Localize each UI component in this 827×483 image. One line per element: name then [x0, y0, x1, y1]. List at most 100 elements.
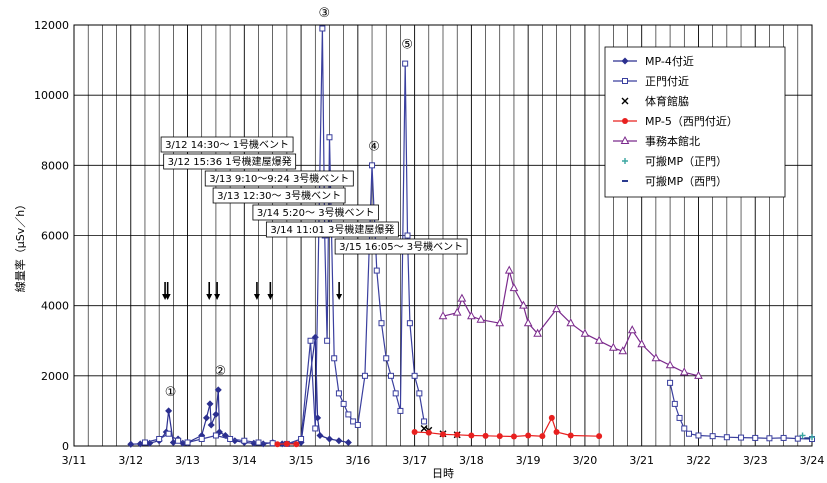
plot-area-border — [73, 24, 813, 447]
data-point — [679, 367, 689, 376]
y-tick-label: 8000 — [41, 159, 69, 172]
data-point — [695, 432, 702, 439]
annotation-text: 3/14 5:20～ 3号機ベント — [257, 206, 375, 219]
data-point — [378, 320, 385, 327]
data-point — [799, 432, 806, 439]
data-point — [523, 318, 533, 327]
data-point — [552, 304, 561, 313]
legend-marker — [622, 118, 628, 124]
data-point — [165, 407, 173, 415]
data-point — [452, 307, 462, 316]
y-tick-label: 10000 — [34, 89, 69, 102]
data-point — [383, 355, 390, 362]
data-point — [212, 432, 219, 439]
data-point — [212, 410, 220, 418]
data-point — [533, 328, 542, 337]
numbered-marker-label: ① — [165, 385, 177, 400]
data-point — [156, 435, 163, 442]
data-point — [312, 425, 319, 432]
annotation-box: 3/14 11:01 3号機建屋爆発 — [265, 221, 399, 238]
x-tick-label: 3/19 — [516, 454, 541, 467]
data-point — [686, 430, 692, 437]
legend-label: MP-5（西門付近） — [645, 115, 738, 128]
y-tick-label: 0 — [62, 440, 69, 453]
numbered-marker-label: ③ — [319, 6, 331, 21]
y-tick-labels: 0 2000 4000 6000 8000 10000 12000 — [34, 19, 69, 453]
data-point — [411, 428, 418, 435]
data-point — [283, 440, 290, 447]
data-point — [127, 440, 135, 448]
data-point — [354, 421, 361, 428]
data-point — [298, 435, 305, 442]
data-series — [127, 25, 815, 448]
data-point — [361, 372, 368, 379]
series-5 — [799, 432, 815, 441]
annotation-text: 3/15 16:05～ 3号機ベント — [339, 240, 463, 253]
x-tick-label: 3/17 — [402, 454, 427, 467]
data-point — [667, 379, 674, 386]
annotation-box: 3/12 14:30～ 1号機ベント — [160, 136, 294, 153]
event-arrow-head — [267, 294, 274, 300]
x-tick-label: 3/16 — [345, 454, 370, 467]
legend-entry: 事務本館北 — [613, 134, 700, 148]
data-point — [416, 390, 423, 397]
event-arrow-head — [206, 294, 213, 300]
legend-entry: 体育館脇 — [621, 94, 689, 108]
data-point — [809, 434, 815, 441]
annotation-frame — [265, 221, 399, 238]
data-point — [596, 433, 603, 440]
annotation-frame — [160, 136, 294, 153]
data-point — [340, 400, 347, 407]
data-point — [350, 418, 357, 425]
y-tick-label: 4000 — [41, 300, 69, 313]
data-point — [206, 400, 214, 408]
numbered-marker-label: ④ — [368, 139, 380, 154]
data-point — [406, 320, 413, 327]
data-point — [681, 425, 688, 432]
annotation-box: 3/13 12:30～ 3号機ベント — [212, 187, 346, 204]
data-point — [476, 314, 486, 323]
legend-marker — [622, 78, 628, 84]
data-point — [651, 353, 661, 362]
data-point — [454, 431, 461, 438]
annotation-text: 3/14 11:01 3号機建屋爆発 — [270, 223, 394, 236]
y-tick-label: 6000 — [41, 230, 69, 243]
data-point — [241, 437, 248, 444]
data-point — [141, 439, 148, 446]
data-point — [420, 424, 428, 432]
annotation-frame — [204, 170, 354, 187]
data-point — [335, 437, 343, 445]
data-point — [694, 370, 703, 379]
data-point — [780, 434, 787, 441]
data-point — [665, 360, 675, 369]
series-3 — [274, 414, 603, 448]
legend-marker — [621, 97, 629, 105]
data-point — [326, 134, 333, 141]
data-point — [269, 440, 276, 447]
data-point — [618, 346, 628, 355]
y-tick-label: 12000 — [34, 19, 69, 32]
data-point — [566, 318, 576, 327]
data-point — [519, 300, 528, 309]
data-point — [421, 418, 428, 425]
x-tick-label: 3/23 — [743, 454, 768, 467]
legend-entry: 正門付近 — [613, 75, 689, 88]
data-point — [198, 435, 205, 442]
data-point — [510, 433, 517, 440]
data-point — [335, 390, 342, 397]
x-tick-label: 3/20 — [573, 454, 598, 467]
series-4 — [438, 265, 703, 379]
annotation-text: 3/13 9:10～9:24 3号機ベント — [209, 172, 349, 185]
data-point — [373, 267, 380, 274]
data-point — [467, 311, 476, 320]
x-tick-label: 3/13 — [175, 454, 200, 467]
x-tick-label: 3/11 — [62, 454, 87, 467]
legend-label: 可搬MP（西門） — [645, 174, 727, 188]
numbered-marker: ② — [214, 364, 226, 379]
numbered-marker: ③ — [319, 6, 331, 21]
data-point — [709, 433, 716, 440]
data-point — [548, 414, 555, 421]
data-point — [227, 435, 234, 442]
event-arrow-head — [214, 294, 221, 300]
legend-entry: 可搬MP（正門） — [622, 154, 727, 168]
